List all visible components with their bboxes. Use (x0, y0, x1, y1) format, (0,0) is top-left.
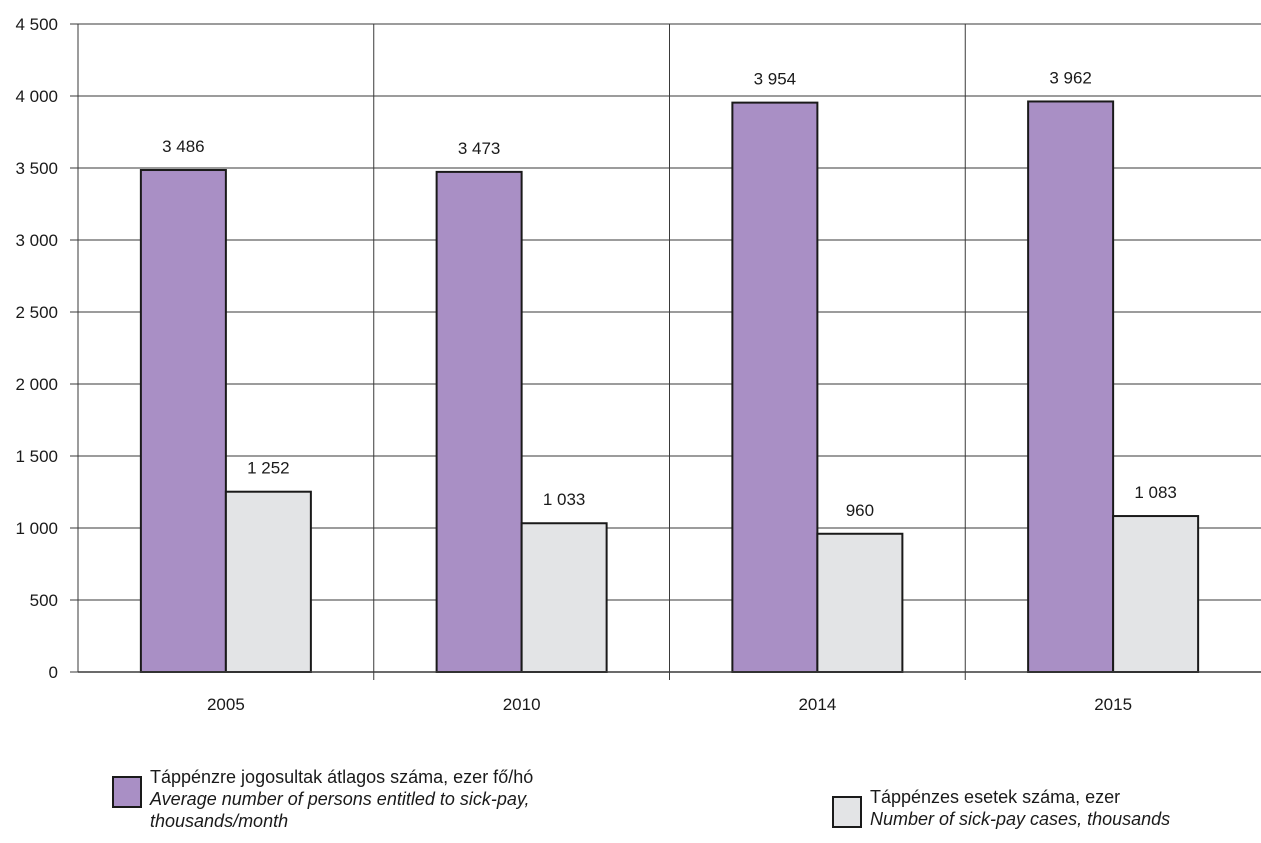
bar-chart: 0 500 1 000 1 500 2 000 2 500 3 000 3 500 4 000 4… (15, 15, 1261, 714)
x-tick-label: 2005 (207, 695, 245, 714)
legend-swatch-cases (832, 796, 862, 828)
bar-cases (520, 522, 608, 673)
legend-swatch-entitled (112, 776, 142, 808)
data-label: 3 954 (754, 70, 797, 89)
bar-cases (816, 532, 904, 674)
y-tick-label: 2 500 (15, 303, 58, 322)
data-label: 1 033 (543, 490, 586, 509)
bars (139, 100, 1200, 674)
data-label: 3 473 (458, 139, 501, 158)
data-label: 960 (846, 501, 874, 520)
data-label: 1 252 (247, 459, 290, 478)
x-tick-label: 2015 (1094, 695, 1132, 714)
data-label: 3 486 (162, 137, 205, 156)
x-tick-label: 2010 (503, 695, 541, 714)
legend-item-cases: Táppénzes esetek száma, ezer Number of s… (832, 786, 1261, 830)
x-tick-label: 2014 (798, 695, 836, 714)
data-label: 1 083 (1134, 483, 1177, 502)
legend-label-cases: Táppénzes esetek száma, ezer Number of s… (870, 786, 1261, 830)
y-tick-label: 1 000 (15, 519, 58, 538)
legend-label-hu: Táppénzre jogosultak átlagos száma, ezer… (150, 767, 534, 787)
bar-entitled (139, 169, 227, 674)
bar-cases (224, 490, 312, 673)
legend-label-en: Number of sick-pay cases, thousands (870, 809, 1171, 829)
y-tick-label: 3 000 (15, 231, 58, 250)
y-tick-label: 2 000 (15, 375, 58, 394)
data-label: 3 962 (1049, 68, 1092, 87)
bar-entitled (435, 170, 523, 673)
bar-entitled (1027, 100, 1115, 674)
legend-label-en: Average number of persons entitled to si… (150, 789, 530, 831)
legend-item-entitled: Táppénzre jogosultak átlagos száma, ezer… (112, 766, 650, 832)
y-tick-label: 3 500 (15, 159, 58, 178)
bar-entitled (731, 101, 819, 673)
axes (70, 23, 1261, 673)
y-tick-label: 0 (49, 663, 58, 682)
bar-cases (1112, 515, 1200, 673)
labels: 0 500 1 000 1 500 2 000 2 500 3 000 3 500 4 000 4… (15, 15, 1176, 714)
y-tick-label: 4 000 (15, 87, 58, 106)
legend-label-entitled: Táppénzre jogosultak átlagos száma, ezer… (150, 766, 650, 832)
y-tick-label: 4 500 (15, 15, 58, 34)
y-tick-label: 1 500 (15, 447, 58, 466)
y-tick-label: 500 (30, 591, 58, 610)
legend-label-hu: Táppénzes esetek száma, ezer (870, 787, 1121, 807)
